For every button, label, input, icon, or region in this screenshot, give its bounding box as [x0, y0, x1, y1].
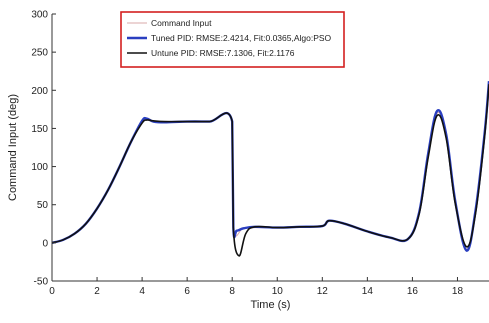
y-axis-title: Command Input (deg): [7, 94, 19, 201]
y-tick-label: 200: [31, 86, 48, 97]
legend: Command Input Tuned PID: RMSE:2.4214, Fit…: [120, 11, 345, 68]
x-tick-label: 4: [139, 286, 145, 297]
y-tick-label: 300: [31, 10, 48, 21]
series-line-3: [52, 84, 489, 257]
y-tick-label: -50: [34, 277, 49, 288]
legend-box: [120, 11, 345, 68]
x-tick-label: 6: [184, 286, 190, 297]
series-layer: [52, 81, 489, 257]
x-tick-label: 8: [229, 286, 235, 297]
x-axis-title: Time (s): [251, 299, 291, 311]
legend-label-3: Untune PID: RMSE:7.1306, Fit:2.1176: [151, 48, 295, 58]
x-tick-label: 12: [317, 286, 329, 297]
y-tick-label: 0: [42, 238, 48, 249]
x-tick-label: 2: [94, 286, 100, 297]
x-tick-label: 0: [49, 286, 55, 297]
x-tick-label: 10: [272, 286, 284, 297]
legend-label-2: Tuned PID: RMSE:2.4214, Fit:0.0365,Algo:…: [151, 33, 332, 43]
y-tick-label: 50: [37, 200, 49, 211]
legend-label-1: Command Input: [151, 18, 212, 28]
x-tick-label: 14: [362, 286, 374, 297]
x-tick-label: 16: [407, 286, 419, 297]
x-tick-label: 18: [452, 286, 464, 297]
y-tick-label: 100: [31, 162, 48, 173]
y-tick-label: 150: [31, 124, 48, 135]
y-tick-label: 250: [31, 48, 48, 59]
